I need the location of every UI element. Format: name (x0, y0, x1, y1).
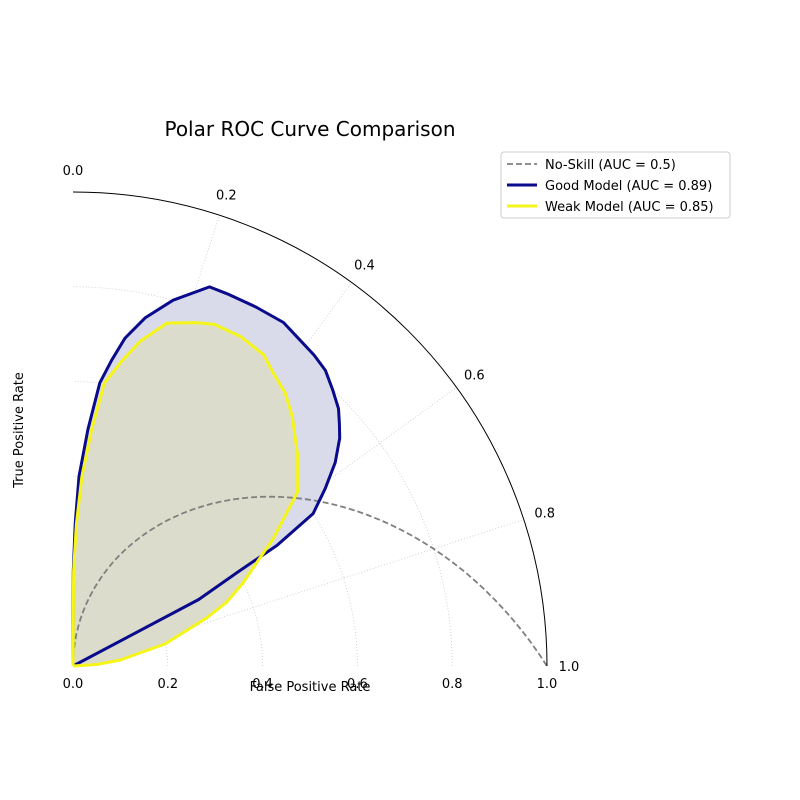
radial-tick-label: 0.8 (442, 677, 463, 692)
angular-tick-label: 0.0 (63, 164, 84, 179)
legend-label: Weak Model (AUC = 0.85) (545, 200, 714, 215)
radial-tick-label: 0.6 (347, 677, 368, 692)
legend-label: Good Model (AUC = 0.89) (545, 179, 712, 194)
angular-tick-label: 0.8 (534, 507, 555, 522)
series-good-model (71, 285, 342, 668)
radial-tick-label: 0.2 (157, 677, 178, 692)
radial-tick-label: 0.4 (252, 677, 273, 692)
weak-model-area (73, 322, 298, 666)
radial-tick-label: 0.0 (63, 677, 84, 692)
radial-tick-label: 1.0 (537, 677, 558, 692)
series-fills (73, 286, 340, 666)
series-lines (71, 285, 548, 668)
chart-title: Polar ROC Curve Comparison (164, 117, 455, 141)
angular-tick-label: 0.4 (354, 259, 375, 274)
radial-gridline-4 (72, 286, 453, 667)
angular-tick-label: 1.0 (559, 660, 580, 675)
legend: No-Skill (AUC = 0.5) Good Model (AUC = 0.… (500, 151, 731, 219)
polar-frame (72, 191, 548, 667)
outer-arc (72, 191, 548, 667)
x-axis-label: False Positive Rate (250, 680, 371, 695)
angular-tick-label: 0.6 (464, 369, 485, 384)
tick-labels: 0.0 0.2 0.4 0.6 0.8 1.01.0 0.8 0.6 0.4 0.2 0.0 (63, 164, 580, 692)
angular-tick-label: 0.2 (216, 188, 237, 203)
legend-box (500, 151, 731, 219)
legend-label: No-Skill (AUC = 0.5) (545, 158, 676, 173)
series-no-skill (72, 495, 548, 667)
angular-gridline-4 (72, 519, 524, 667)
y-axis-label: True Positive Rate (12, 372, 27, 489)
series-weak-model (71, 321, 300, 668)
